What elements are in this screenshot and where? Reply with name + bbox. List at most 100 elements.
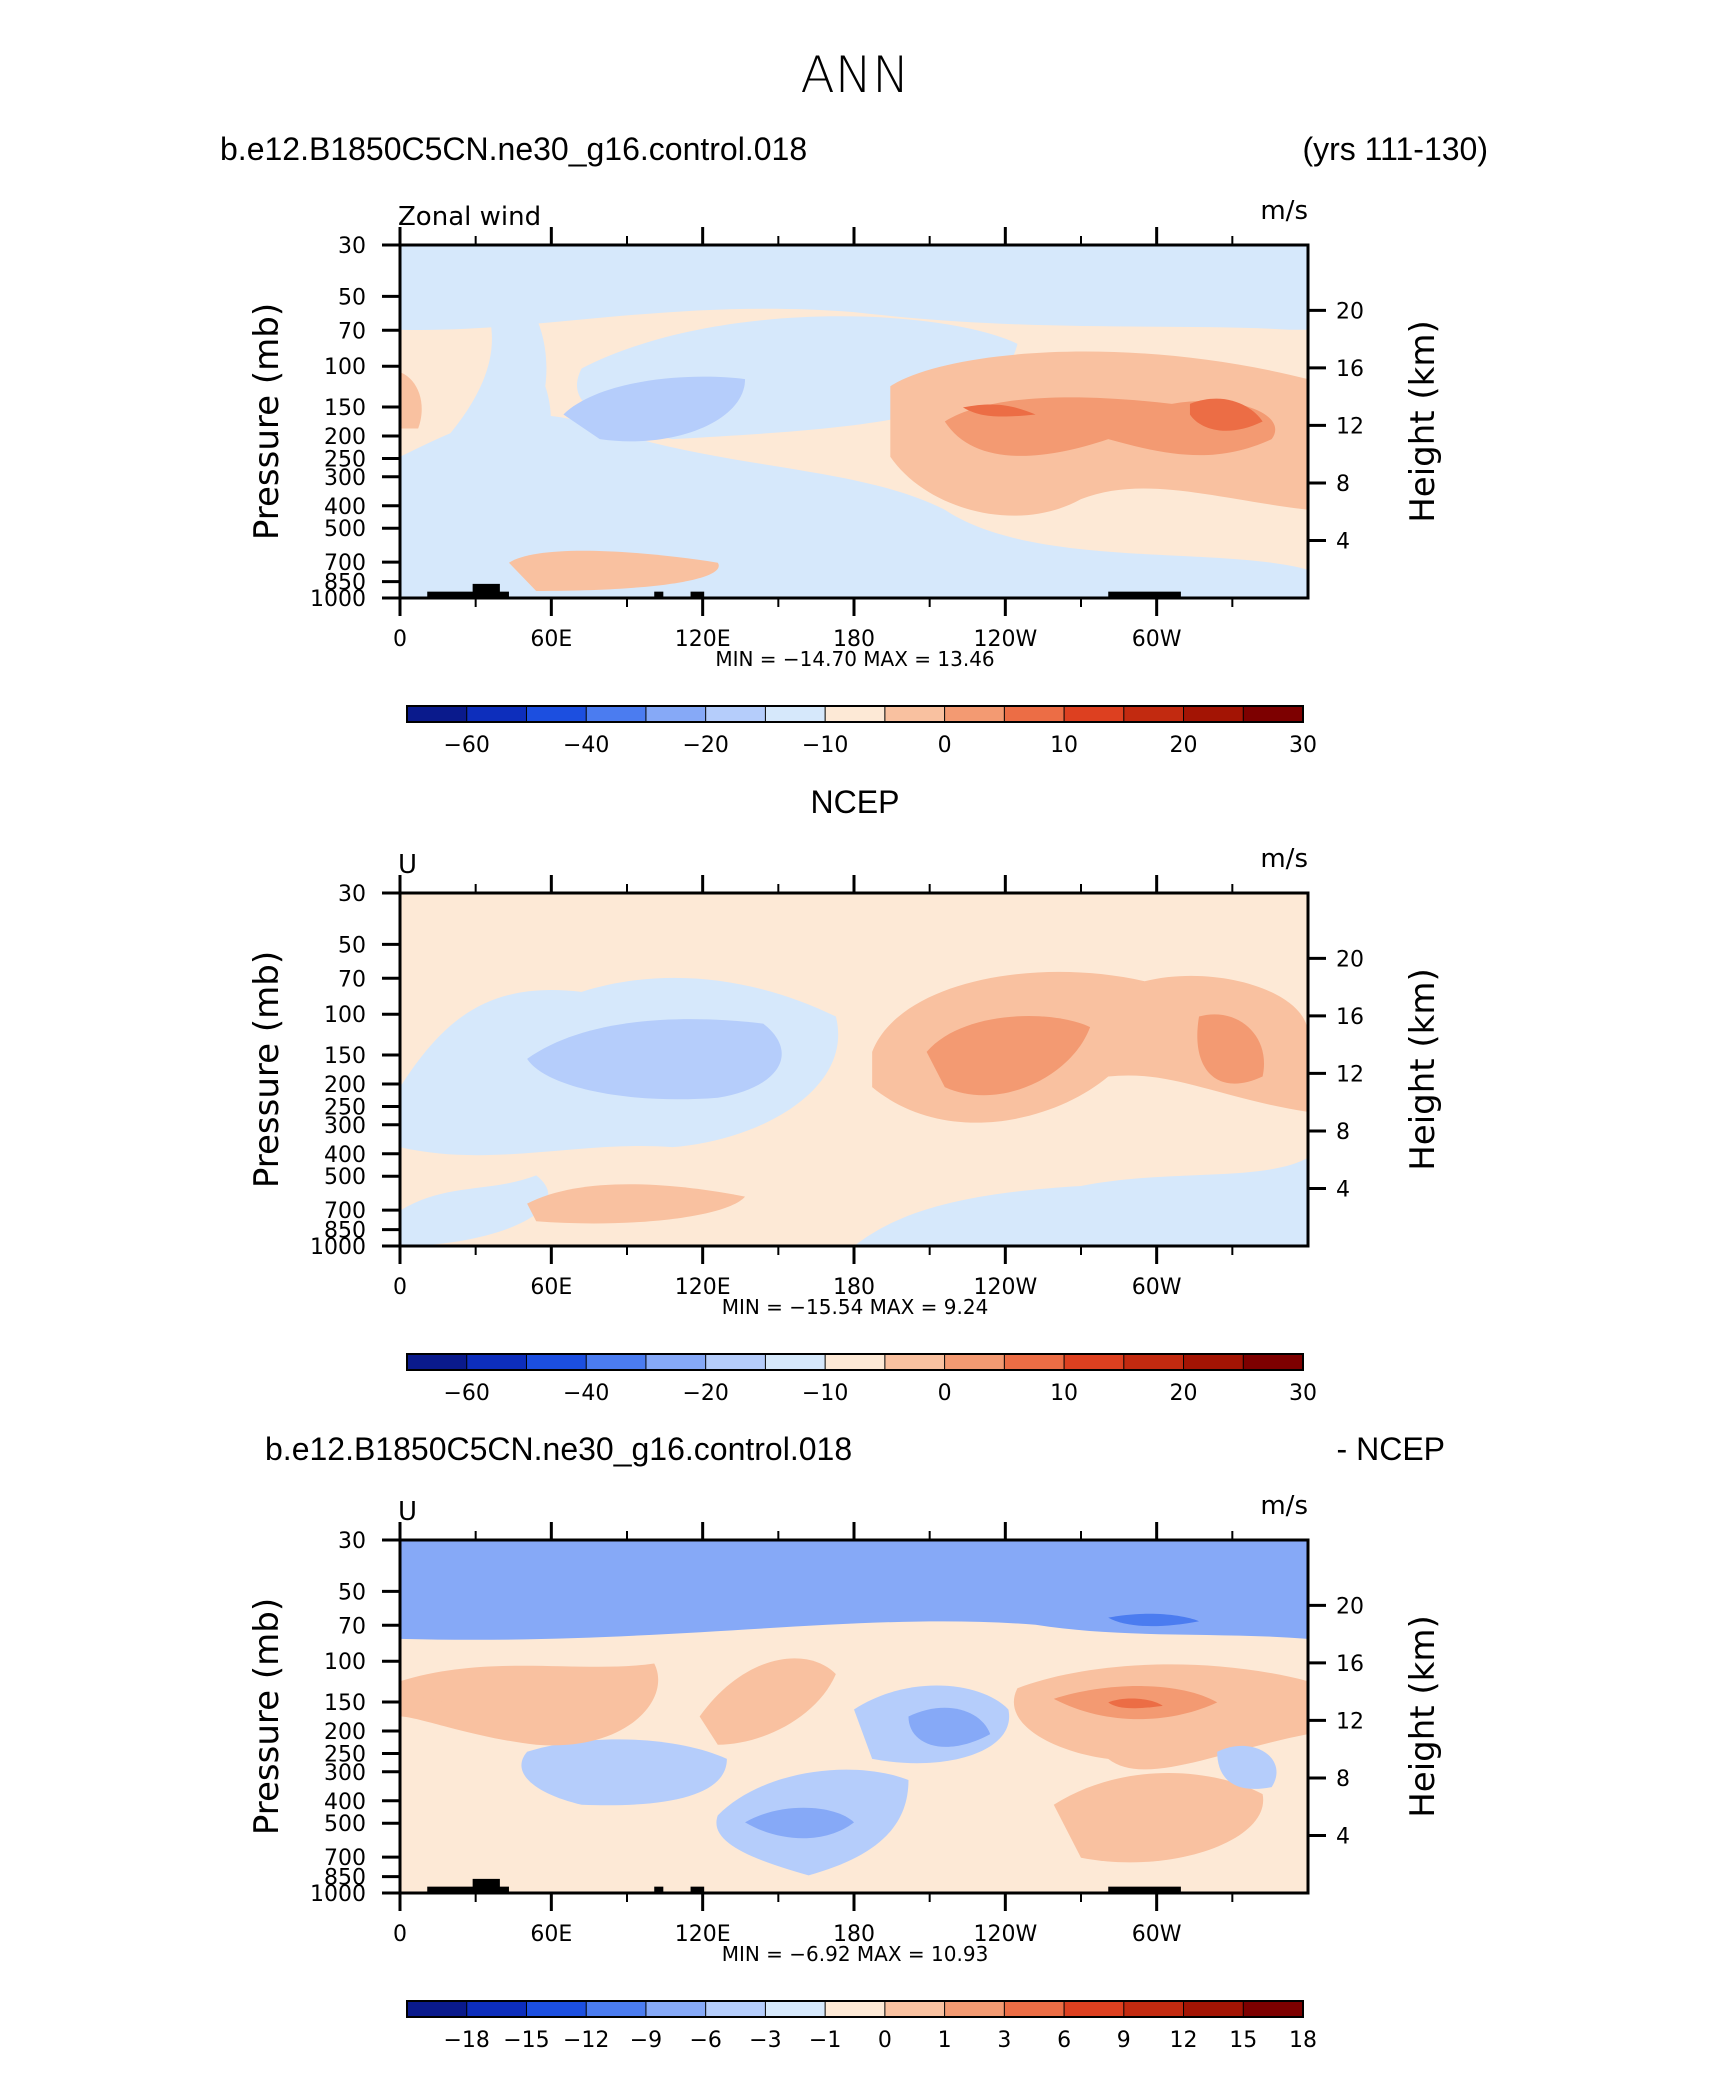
y-tick-label: 200: [324, 1073, 366, 1098]
min-max-stats: MIN = −14.70 MAX = 13.46: [715, 647, 994, 671]
colorbar-swatch: [525, 2000, 588, 2018]
y2-tick-label: 12: [1336, 1709, 1364, 1734]
land-mask: [654, 591, 664, 598]
y2-tick-label: 4: [1336, 529, 1350, 554]
colorbar-diff: −18 −15 −12 −9 −6 −3 −1 0 1 3 6 9 12 15 18: [406, 2000, 1317, 2053]
y-tick-label: 500: [324, 1165, 366, 1190]
contour-region: [699, 1658, 836, 1745]
x-tick-label: 0: [393, 1275, 407, 1300]
y2-axis-title: Height (km): [1403, 968, 1443, 1171]
colorbar-swatch: [1063, 2000, 1125, 2018]
colorbar-swatch: [1123, 2000, 1185, 2018]
colorbar-tick-label: 10: [1050, 733, 1078, 758]
y-tick-label: 50: [338, 1580, 366, 1605]
x-tick-label: 0: [393, 1922, 407, 1947]
colorbar-frame: [406, 2000, 1304, 2018]
min-max-stats: MIN = −15.54 MAX = 9.24: [722, 1295, 989, 1319]
y2-tick-label: 8: [1336, 1120, 1350, 1145]
y-tick-label: 850: [324, 1866, 366, 1891]
colorbar-swatch: [645, 1353, 707, 1371]
contour-region: [527, 1184, 746, 1224]
x-tick-label: 120W: [973, 1275, 1037, 1300]
y2-tick-label: 12: [1336, 1062, 1364, 1087]
contour-region: [527, 1019, 782, 1100]
page-title: ANN: [800, 46, 909, 104]
panel3-header-left: b.e12.B1850C5CN.ne30_g16.control.018: [265, 1431, 852, 1467]
panel-diff: 0 60E 120E 180 120W 60W3050701001502002503004…: [247, 1491, 1443, 2053]
colorbar-tick-label: 0: [878, 2028, 892, 2053]
y-tick-label: 400: [324, 1790, 366, 1815]
units-label: m/s: [1260, 196, 1308, 226]
y2-tick-label: 4: [1336, 1177, 1350, 1202]
y-tick-label: 70: [338, 967, 366, 992]
contour-region: [1108, 1613, 1200, 1627]
colorbar-swatch: [1183, 705, 1245, 723]
y-tick-label: 1000: [310, 587, 366, 612]
y-tick-label: 850: [324, 1219, 366, 1244]
colorbar-swatch: [824, 1353, 886, 1371]
y2-tick-label: 8: [1336, 1767, 1350, 1792]
colorbar-tick-label: 9: [1117, 2028, 1131, 2053]
x-tick-label: 120W: [973, 1922, 1037, 1947]
contour-region: [745, 1807, 854, 1839]
colorbar-swatch: [466, 705, 528, 723]
colorbar-swatch: [705, 705, 767, 723]
x-tick-label: 120E: [675, 1922, 731, 1947]
x-tick-label: 120W: [973, 627, 1037, 652]
colorbar-swatch: [585, 2000, 647, 2018]
contour-region: [400, 1540, 1308, 1640]
colorbar-tick-label: −15: [503, 2028, 549, 2053]
contour-region: [400, 414, 1308, 598]
land-mask: [472, 583, 500, 598]
y-tick-label: 50: [338, 933, 366, 958]
min-max-stats: MIN = −6.92 MAX = 10.93: [722, 1942, 989, 1966]
y-tick-label: 250: [324, 1095, 366, 1120]
panel-ncep: 0 60E 120E 180 120W 60W3050701001502002503004…: [247, 844, 1443, 1406]
colorbar-swatch: [585, 705, 647, 723]
y-tick-label: 500: [324, 1812, 366, 1837]
y-axis-title: Pressure (mb): [247, 951, 287, 1188]
panel1-header-right: (yrs 111-130): [1302, 131, 1488, 167]
colorbar-tick-label: −40: [563, 733, 609, 758]
y-tick-label: 200: [324, 1720, 366, 1745]
colorbar-tick-label: −3: [749, 2028, 781, 2053]
contour-region: [926, 1016, 1091, 1096]
y-tick-label: 30: [338, 1529, 366, 1554]
contour-region: [1189, 398, 1263, 431]
y-tick-label: 300: [324, 1761, 366, 1786]
units-label: m/s: [1260, 1491, 1308, 1521]
colorbar-tick-label: 20: [1170, 1381, 1198, 1406]
colorbar-swatch: [764, 2000, 827, 2018]
colorbar-tick-label: −9: [630, 2028, 662, 2053]
colorbar-swatch: [406, 1353, 468, 1371]
colorbar-model: −60 −40 −20 −10 0 10 20 30: [406, 705, 1317, 758]
contour-region: [521, 1739, 727, 1806]
x-tick-label: 180: [833, 627, 875, 652]
y2-tick-label: 12: [1336, 414, 1364, 439]
x-tick-label: 0: [393, 627, 407, 652]
colorbar-swatch: [466, 2000, 528, 2018]
variable-label: U: [398, 850, 417, 880]
colorbar-swatch: [1183, 2000, 1245, 2018]
x-tick-label: 120E: [675, 627, 731, 652]
contour-region: [1108, 1698, 1163, 1709]
y-tick-label: 150: [324, 1691, 366, 1716]
colorbar-swatch: [1063, 1353, 1125, 1371]
y2-tick-label: 16: [1336, 357, 1364, 382]
y-tick-label: 100: [324, 1650, 366, 1675]
y-tick-label: 150: [324, 396, 366, 421]
colorbar-swatch: [764, 1353, 827, 1371]
colorbar-tick-label: 30: [1289, 1381, 1317, 1406]
colorbar-tick-label: −1: [809, 2028, 841, 2053]
colorbar-tick-label: 15: [1229, 2028, 1257, 2053]
x-tick-label: 180: [833, 1275, 875, 1300]
y-tick-label: 200: [324, 425, 366, 450]
panel-model: 0 60E 120E 180 120W 60W3050701001502002503004…: [247, 196, 1443, 758]
contour-region: [1217, 1745, 1277, 1789]
colorbar-swatch: [1003, 2000, 1066, 2018]
land-mask: [1108, 1886, 1181, 1893]
x-tick-label: 60W: [1132, 1922, 1182, 1947]
contour-region: [400, 1663, 659, 1746]
y2-tick-label: 4: [1336, 1824, 1350, 1849]
y2-tick-label: 8: [1336, 472, 1350, 497]
